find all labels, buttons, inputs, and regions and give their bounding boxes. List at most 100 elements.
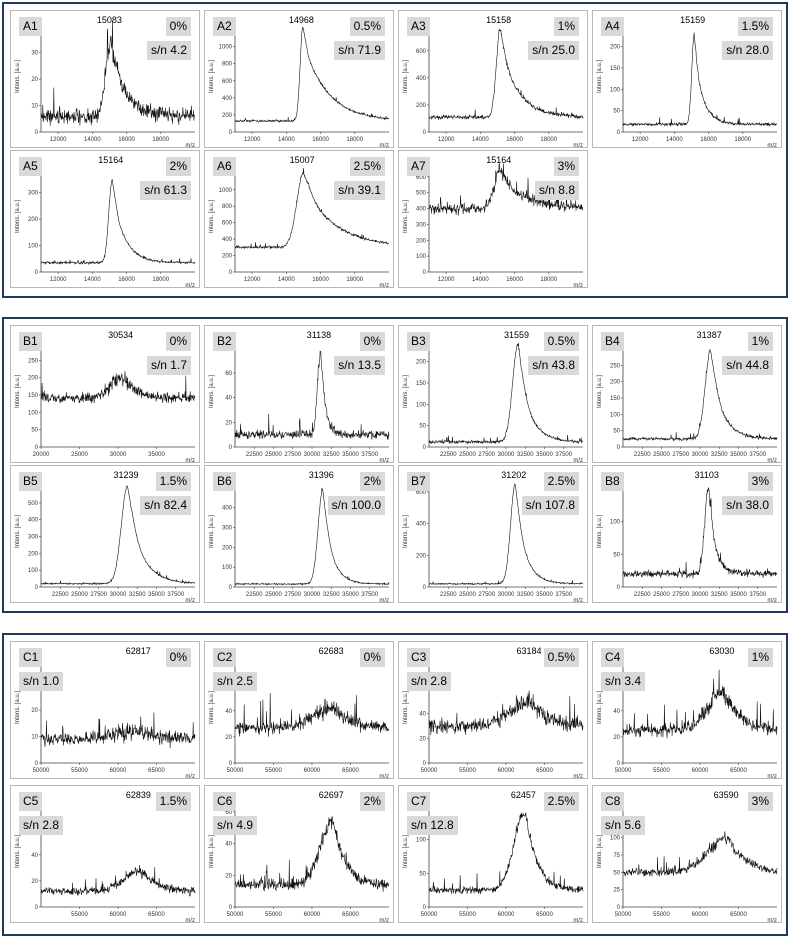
signal-to-noise-label: s/n 39.1 — [334, 181, 385, 200]
y-tick-label: 40 — [31, 853, 38, 859]
spectrum-plot: Intens. [a.u.]05010015022500250002750030… — [597, 476, 777, 602]
x-tick-label: 60000 — [498, 912, 515, 918]
x-axis-label: m/z — [185, 283, 195, 288]
signal-to-noise-label: s/n 5.6 — [601, 816, 646, 835]
x-tick-label: 25000 — [459, 592, 476, 598]
signal-to-noise-label: s/n 1.7 — [146, 356, 191, 375]
y-axis-label: Intens. [a.u.] — [209, 515, 215, 548]
x-tick-label: 35000 — [536, 452, 553, 458]
x-axis-label: m/z — [185, 774, 195, 779]
y-tick-label: 100 — [28, 244, 39, 250]
spectrum-trace — [622, 669, 778, 739]
signal-to-noise-label: s/n 44.8 — [722, 356, 773, 375]
y-tick-label: 0 — [35, 130, 39, 136]
y-tick-label: 0 — [423, 585, 427, 591]
x-tick-label: 27500 — [478, 452, 495, 458]
x-tick-label: 22500 — [634, 592, 651, 598]
x-tick-label: 14000 — [278, 277, 295, 283]
spectrum-panel-c5: Intens. [a.u.]020406080550006000065000m/… — [10, 785, 200, 923]
y-tick-label: 100 — [416, 254, 427, 260]
y-tick-label: 0 — [617, 445, 621, 451]
x-tick-label: 37500 — [167, 592, 184, 598]
x-tick-label: 60000 — [304, 912, 321, 918]
x-tick-label: 16000 — [506, 277, 523, 283]
signal-to-noise-label: s/n 82.4 — [140, 496, 191, 515]
signal-to-noise-label: s/n 28.0 — [722, 41, 773, 60]
signal-to-noise-label: s/n 4.9 — [213, 816, 258, 835]
spectrum-trace — [428, 812, 584, 895]
x-tick-label: 35000 — [730, 592, 747, 598]
axis-lines — [622, 476, 777, 588]
peak-mz-label: 15083 — [96, 15, 122, 25]
spectrum-panel-c7: Intens. [a.u.]05010015050000550006000065… — [398, 785, 588, 923]
x-tick-label: 55000 — [71, 768, 88, 774]
y-tick-label: 200 — [28, 217, 39, 223]
peak-mz-label: 31396 — [308, 470, 334, 480]
y-tick-label: 300 — [28, 535, 39, 541]
axis-lines — [622, 21, 777, 133]
y-tick-label: 0 — [35, 445, 39, 451]
y-tick-label: 0 — [423, 445, 427, 451]
signal-to-noise-label: s/n 12.8 — [407, 816, 458, 835]
spectrum-plot: Intens. [a.u.]05010015020025022500250002… — [403, 336, 584, 462]
y-tick-label: 0 — [35, 761, 39, 767]
x-tick-label: 60000 — [304, 768, 321, 774]
concentration-label: 1.5% — [155, 472, 191, 491]
y-tick-label: 300 — [222, 526, 233, 532]
x-tick-label: 65000 — [342, 768, 359, 774]
x-tick-label: 27500 — [672, 452, 689, 458]
y-axis-label: Intens. [a.u.] — [15, 691, 21, 724]
axis-lines — [428, 652, 583, 764]
x-tick-label: 12000 — [50, 137, 67, 143]
y-tick-label: 0 — [229, 761, 233, 767]
spectrum-panel-b7: Intens. [a.u.] 0 200 400 600 22500 25000 27500 3… — [398, 465, 588, 603]
x-tick-label: 25000 — [265, 592, 282, 598]
spectrum-panel-a1: Intens. [a.u.]01020304012000140001600018… — [10, 10, 200, 148]
y-axis-label: Intens. [a.u.] — [15, 200, 21, 233]
x-tick-label: 65000 — [730, 912, 747, 918]
x-tick-label: 55000 — [653, 768, 670, 774]
y-tick-label: 20 — [419, 736, 426, 742]
spectrum-panel-b8: Intens. [a.u.]05010015022500250002750030… — [592, 465, 782, 603]
y-tick-label: 200 — [222, 254, 233, 260]
y-tick-label: 10 — [31, 104, 38, 110]
signal-to-noise-label: s/n 43.8 — [528, 356, 579, 375]
y-tick-label: 300 — [416, 222, 427, 228]
y-tick-label: 50 — [613, 429, 620, 435]
x-axis-label: m/z — [379, 143, 389, 148]
panel-id-label: A3 — [407, 17, 430, 36]
spectrum-panel-b2: Intens. [a.u.]02040608022500250002750030… — [204, 325, 394, 463]
y-tick-label: 200 — [610, 45, 621, 51]
concentration-label: 1% — [553, 17, 579, 36]
y-tick-label: 200 — [610, 380, 621, 386]
y-tick-label: 150 — [416, 381, 427, 387]
y-tick-label: 200 — [416, 360, 427, 366]
y-tick-label: 200 — [222, 113, 233, 119]
panel-id-label: C7 — [407, 792, 431, 811]
x-tick-label: 16000 — [312, 277, 329, 283]
y-axis-label: Intens. [a.u.] — [403, 375, 409, 408]
x-tick-label: 55000 — [265, 768, 282, 774]
y-tick-label: 0 — [35, 585, 39, 591]
peak-mz-label: 30534 — [108, 330, 134, 340]
axis-lines — [428, 796, 583, 908]
peak-mz-label: 14968 — [288, 15, 314, 25]
y-tick-label: 200 — [28, 376, 39, 382]
concentration-label: 1.5% — [737, 17, 773, 36]
x-tick-label: 25000 — [653, 592, 670, 598]
axis-lines — [40, 652, 195, 764]
y-tick-label: 40 — [225, 709, 232, 715]
x-tick-label: 16000 — [700, 137, 717, 143]
x-tick-label: 30000 — [110, 592, 127, 598]
x-axis-label: m/z — [185, 918, 195, 923]
x-tick-label: 12000 — [244, 137, 261, 143]
concentration-label: 0.5% — [543, 332, 579, 351]
axis-lines — [622, 796, 777, 908]
y-tick-label: 200 — [416, 238, 427, 244]
y-tick-label: 200 — [222, 545, 233, 551]
x-tick-label: 18000 — [540, 137, 557, 143]
signal-to-noise-label: s/n 1.0 — [19, 672, 64, 691]
y-tick-label: 200 — [416, 103, 427, 109]
y-tick-label: 100 — [28, 410, 39, 416]
y-tick-label: 200 — [28, 551, 39, 557]
